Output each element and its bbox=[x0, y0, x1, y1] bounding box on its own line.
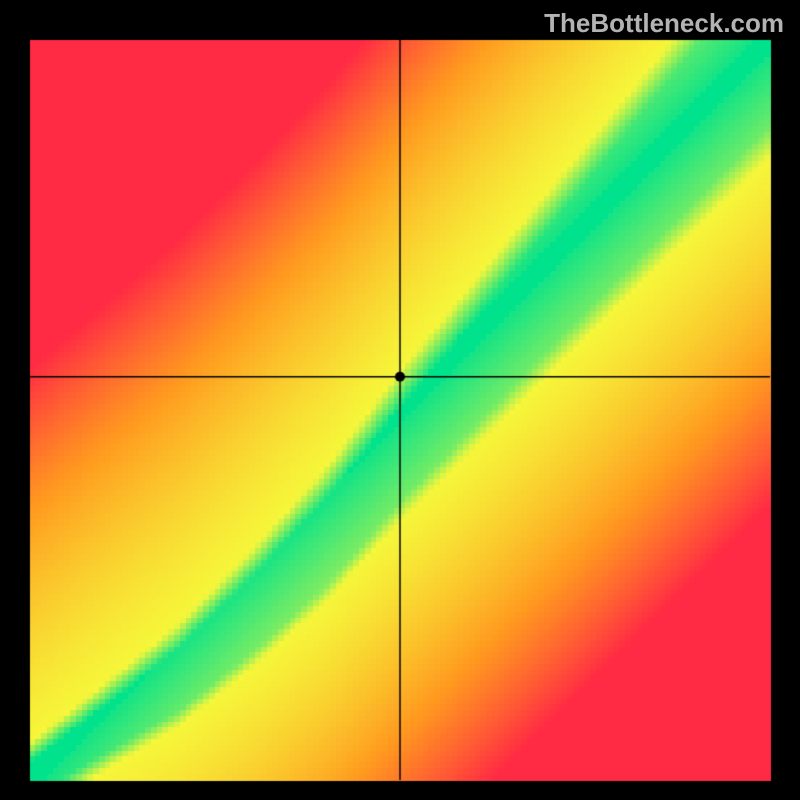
heatmap-canvas bbox=[0, 0, 800, 800]
watermark-text: TheBottleneck.com bbox=[544, 8, 784, 39]
chart-container: TheBottleneck.com bbox=[0, 0, 800, 800]
